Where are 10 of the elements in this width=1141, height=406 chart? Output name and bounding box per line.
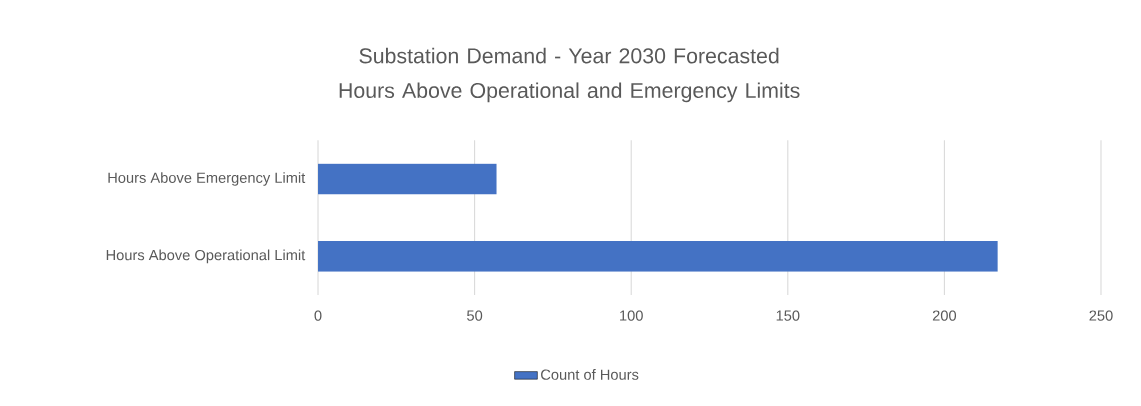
x-tick-label: 200 bbox=[932, 310, 957, 321]
x-tick-label: 150 bbox=[776, 310, 800, 321]
y-tick-label: Hours Above Emergency Limit bbox=[108, 172, 306, 186]
legend-label: Count of Hours bbox=[541, 369, 639, 380]
x-tick-label: 100 bbox=[620, 310, 643, 321]
y-tick-label: Hours Above Operational Limit bbox=[106, 249, 306, 264]
x-tick-label: 0 bbox=[314, 310, 322, 321]
x-tick-label: 50 bbox=[467, 310, 483, 321]
x-tick-label: 250 bbox=[1089, 310, 1113, 321]
chart-title: Substation Demand - Year 2030 Forecasted Hours Above Operational and Emergency Limits bbox=[339, 47, 800, 103]
